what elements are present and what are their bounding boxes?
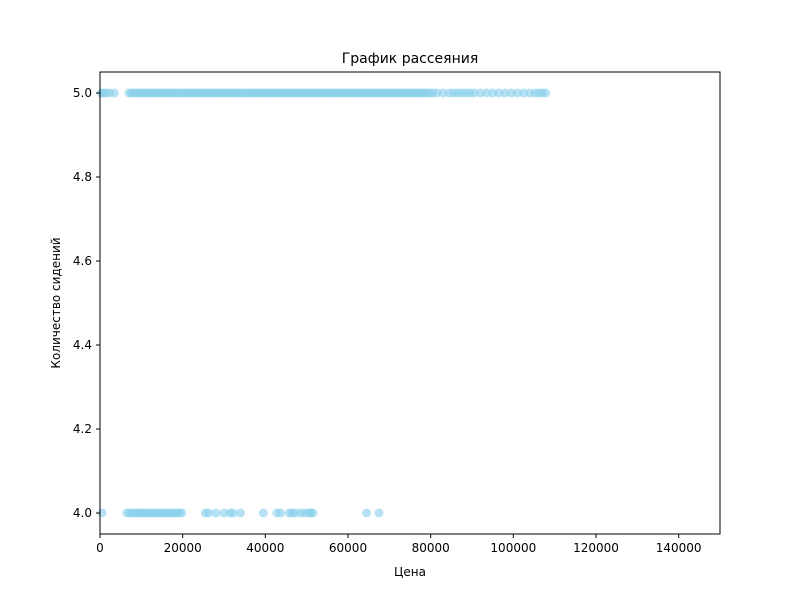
x-tick-label: 100000 [490, 541, 536, 555]
data-point [374, 508, 384, 518]
x-tick-label: 80000 [412, 541, 450, 555]
x-tick-label: 140000 [656, 541, 702, 555]
plot-area [100, 72, 720, 534]
data-point [469, 88, 479, 98]
data-point [432, 88, 442, 98]
x-axis-label: Цена [394, 565, 426, 579]
y-tick-label: 4.8 [73, 170, 92, 184]
data-point [109, 88, 119, 98]
axes-frame [99, 71, 721, 535]
data-point [219, 508, 229, 518]
data-point [438, 88, 448, 98]
data-point [228, 508, 238, 518]
y-axis-label: Количество сидений [49, 237, 63, 368]
data-point [506, 88, 516, 98]
data-point [481, 88, 491, 98]
data-point [236, 508, 246, 518]
chart-title: График рассеяния [342, 51, 479, 67]
data-point [362, 508, 372, 518]
data-point [488, 88, 498, 98]
y-tick-label: 4.0 [73, 506, 92, 520]
data-point [211, 508, 221, 518]
data-points [96, 88, 551, 518]
y-axis-ticks: 4.0 4.2 4.4 4.6 4.8 5.0 [73, 86, 100, 520]
data-point [177, 508, 187, 518]
data-point [276, 508, 286, 518]
y-tick-label: 4.4 [73, 338, 92, 352]
y-tick-label: 5.0 [73, 86, 92, 100]
y-tick-label: 4.2 [73, 422, 92, 436]
data-point [541, 88, 551, 98]
x-tick-label: 0 [96, 541, 104, 555]
data-point [475, 88, 485, 98]
data-point [500, 88, 510, 98]
x-tick-label: 120000 [573, 541, 619, 555]
data-point [512, 88, 522, 98]
data-point [494, 88, 504, 98]
data-point [519, 88, 529, 98]
x-tick-label: 60000 [329, 541, 367, 555]
x-axis-ticks: 0 20000 40000 60000 80000 100000 120000 140000 [96, 534, 702, 555]
data-point [258, 508, 268, 518]
y-tick-label: 4.6 [73, 254, 92, 268]
data-point [308, 508, 318, 518]
x-tick-label: 20000 [164, 541, 202, 555]
data-point [203, 508, 213, 518]
x-tick-label: 40000 [246, 541, 284, 555]
